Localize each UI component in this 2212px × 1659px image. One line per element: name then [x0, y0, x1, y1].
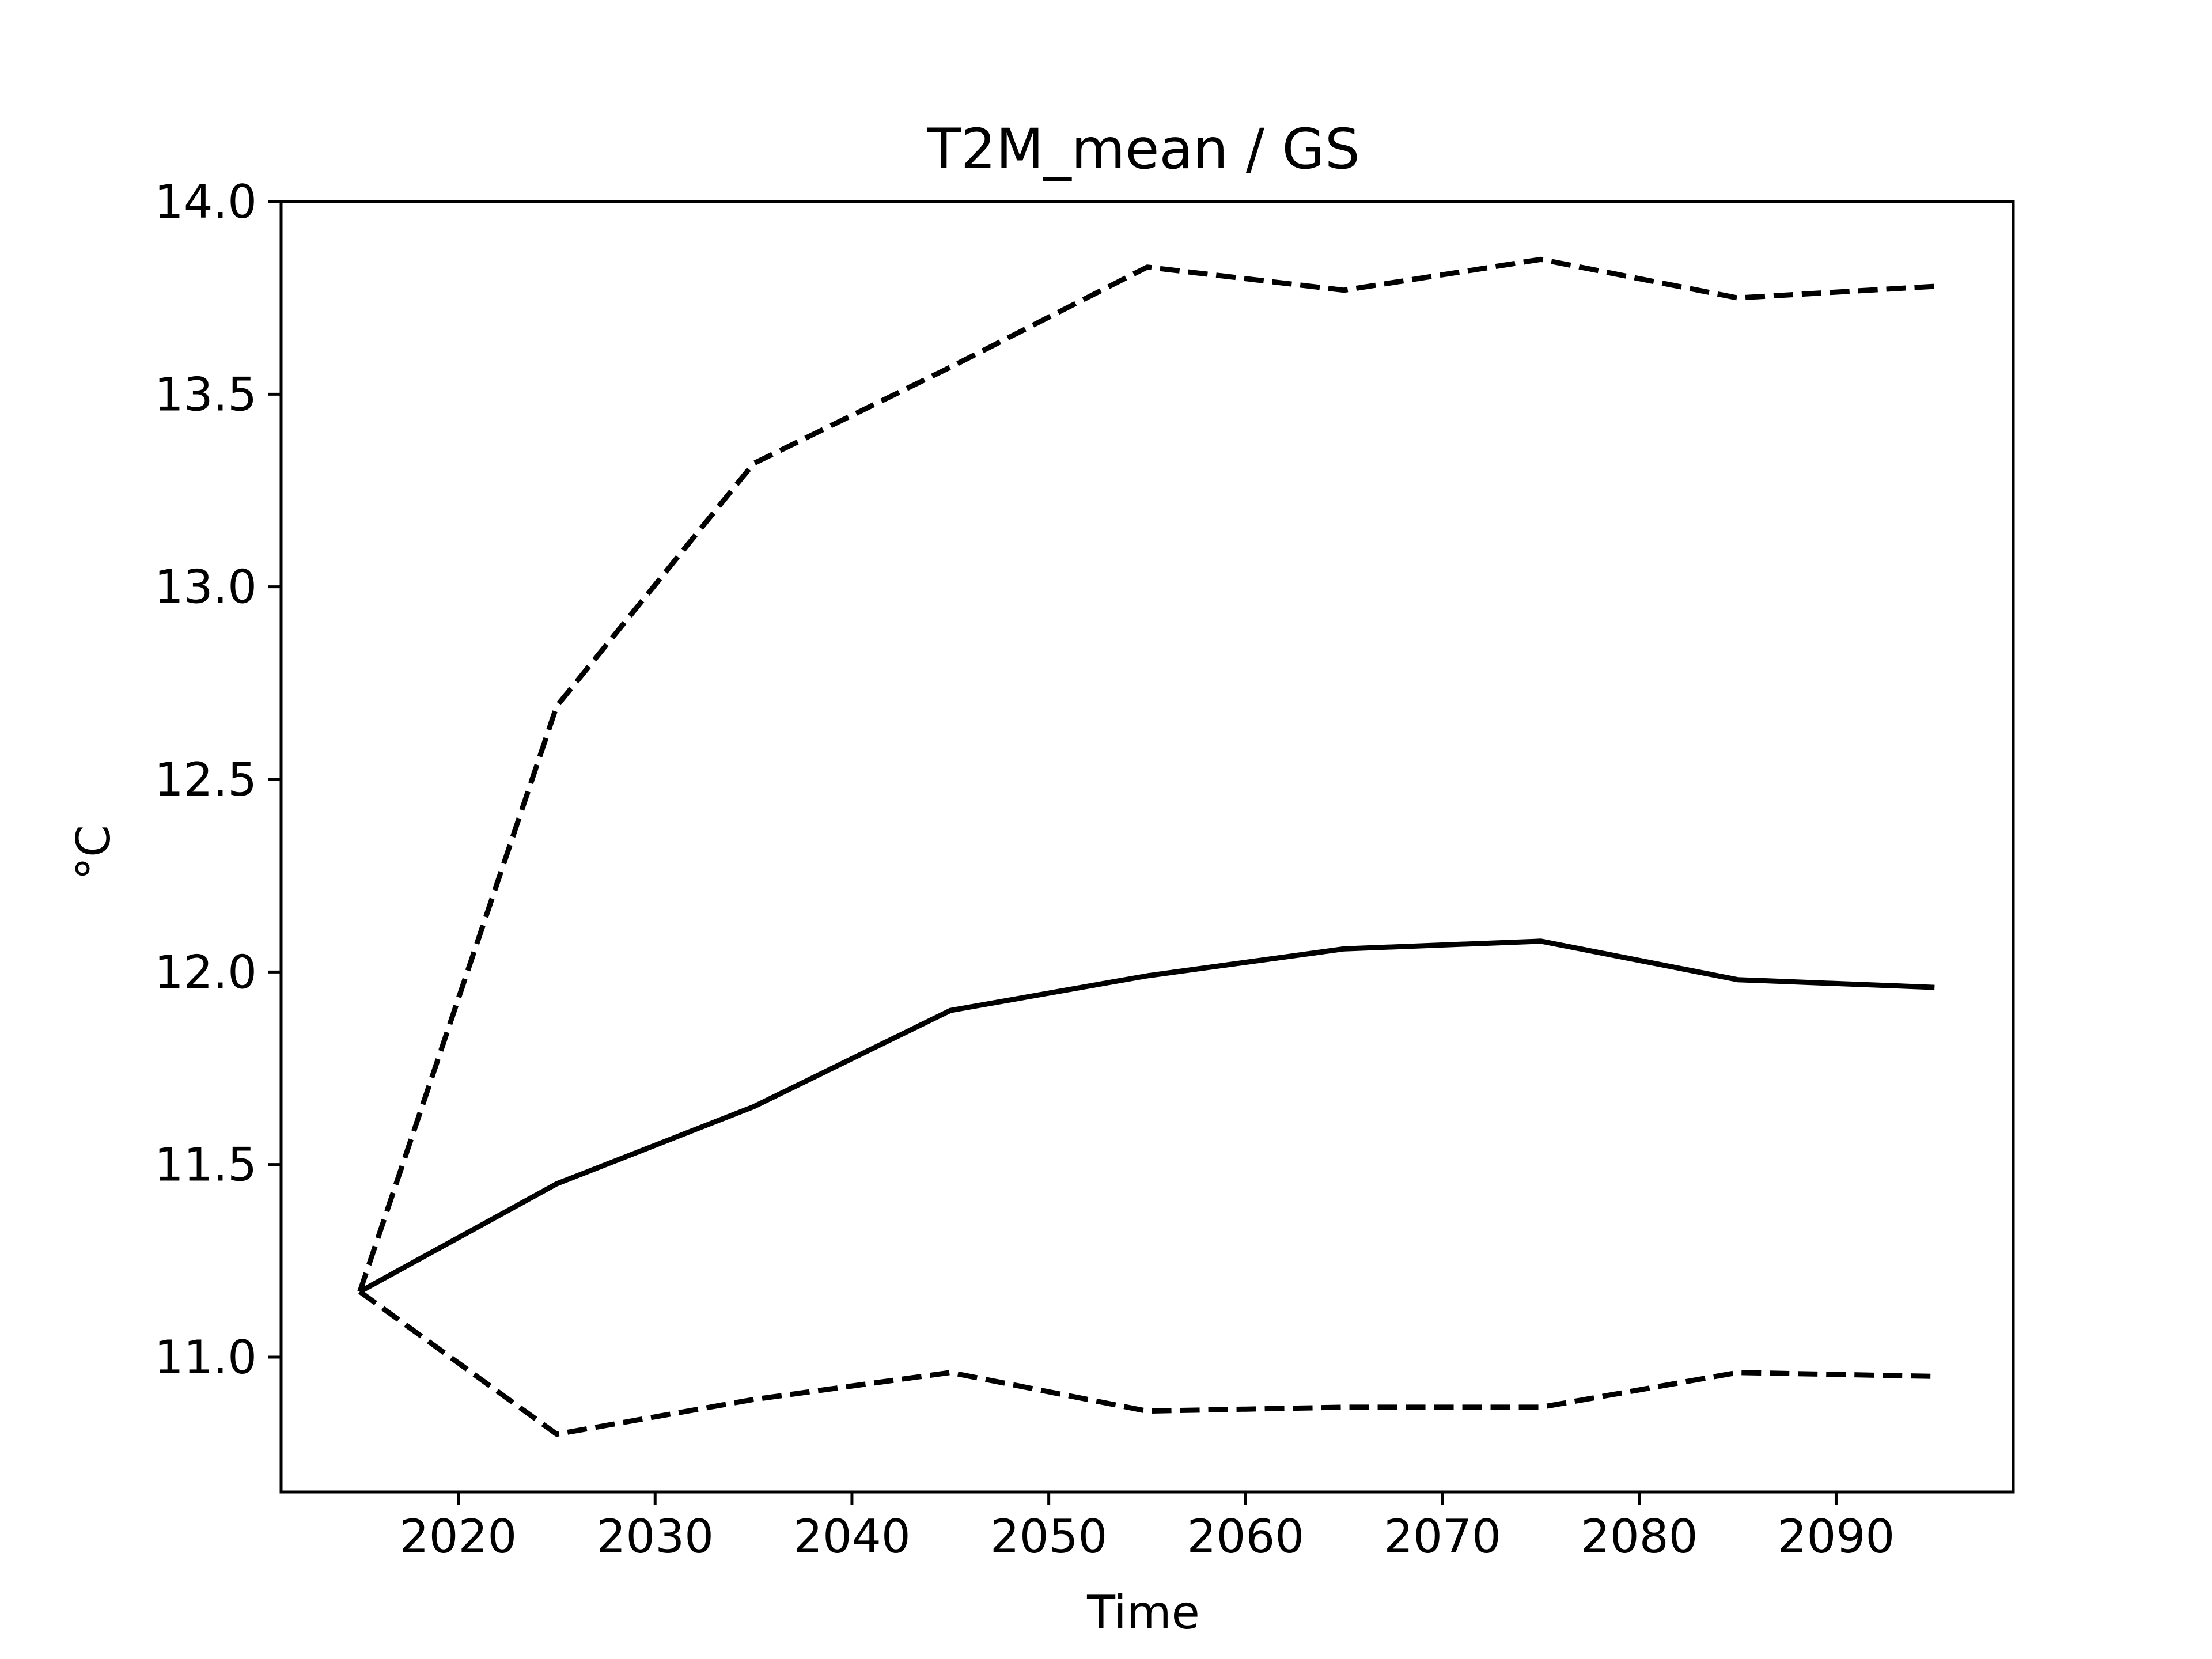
y-axis: 11.0 11.5 12.0 12.5 13.0 13.5 14.0 — [154, 175, 281, 1384]
y-tick-label: 12.0 — [154, 945, 257, 999]
y-tick-label: 12.5 — [154, 753, 257, 806]
y-tick-label: 13.0 — [154, 560, 257, 614]
y-axis-label: °C — [67, 825, 120, 880]
x-tick-label: 2050 — [990, 1510, 1108, 1563]
x-tick-label: 2080 — [1581, 1510, 1698, 1563]
series-line-3 — [358, 1289, 1935, 1437]
y-tick-label: 13.5 — [154, 368, 257, 421]
y-tick-label: 11.5 — [154, 1138, 257, 1192]
x-axis: 2020 2030 2040 2050 2060 2070 2080 2090 — [400, 1492, 1895, 1563]
x-tick-label: 2020 — [400, 1510, 517, 1563]
y-tick-label: 14.0 — [154, 175, 257, 229]
x-tick-label: 2070 — [1384, 1510, 1501, 1563]
x-tick-label: 2030 — [596, 1510, 714, 1563]
series-layer — [357, 256, 1935, 1437]
x-tick-label: 2040 — [793, 1510, 911, 1563]
series-line-2 — [358, 938, 1935, 1294]
x-tick-label: 2090 — [1778, 1510, 1895, 1563]
series-line-1 — [357, 256, 1935, 1293]
x-axis-label: Time — [1086, 1586, 1200, 1639]
x-tick-label: 2060 — [1187, 1510, 1305, 1563]
y-tick-label: 11.0 — [154, 1331, 257, 1384]
plot-frame — [279, 200, 2015, 1494]
chart-title: T2M_mean / GS — [926, 117, 1360, 181]
